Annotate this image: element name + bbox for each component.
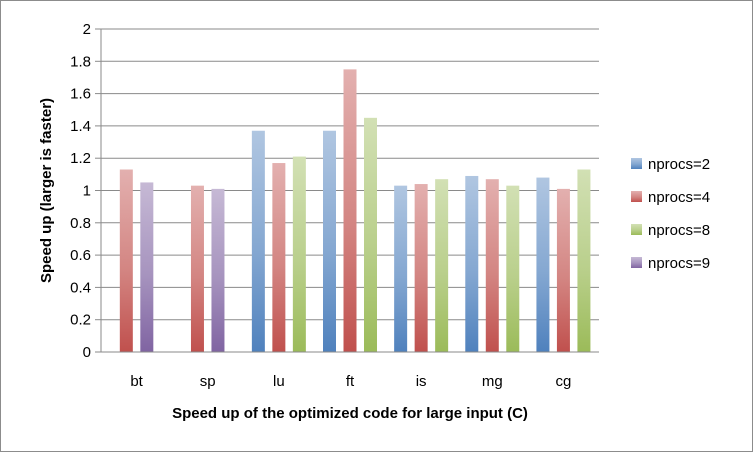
bar-ft-series-1: [343, 69, 357, 352]
legend-swatch: [631, 257, 642, 268]
x-tick-label: lu: [273, 373, 285, 390]
y-tick-label: 1.4: [70, 118, 91, 135]
bar-ft-series-2: [364, 117, 377, 352]
legend-label: nprocs=2: [648, 156, 710, 173]
bar-lu-series-2: [292, 156, 306, 352]
bar-mg-series-0: [465, 175, 479, 352]
bar-cg-series-1: [556, 188, 570, 352]
legend-swatch: [631, 191, 642, 202]
legend-label: nprocs=9: [648, 255, 710, 272]
bars: [119, 69, 591, 352]
y-tick-label: 1.6: [70, 86, 91, 103]
bar-lu-series-0: [251, 130, 265, 352]
bar-is-series-1: [414, 184, 428, 352]
legend-swatch: [631, 224, 642, 235]
y-tick-label: 0: [83, 344, 91, 361]
bar-cg-series-0: [536, 177, 550, 352]
x-axis-title: Speed up of the optimized code for large…: [172, 405, 528, 422]
legend: nprocs=2 nprocs=4 nprocs=8 nprocs=9: [631, 156, 710, 272]
x-tick-label: ft: [346, 373, 355, 390]
bar-sp-series-3: [211, 188, 225, 352]
bar-sp-series-1: [190, 185, 204, 352]
y-tick-label: 1.2: [70, 150, 91, 167]
y-tick-label: 1.8: [70, 53, 91, 70]
x-tick-label: is: [416, 373, 427, 390]
bar-mg-series-1: [485, 179, 499, 352]
y-tick-label: 0.4: [70, 279, 91, 296]
axes: 0 0.2 0.4 0.6 0.8 1 1.2 1.4 1.6 1.8 2 bt sp lu ft is mg c…: [70, 21, 599, 390]
bar-lu-series-1: [272, 163, 286, 352]
x-tick-label: mg: [482, 373, 503, 390]
bar-bt-series-1: [119, 169, 133, 352]
x-tick-label: bt: [130, 373, 143, 390]
bar-ft-series-0: [323, 130, 336, 352]
y-axis-title: Speed up (larger is faster): [38, 98, 55, 283]
legend-label: nprocs=4: [648, 189, 710, 206]
x-tick-label: sp: [200, 373, 216, 390]
y-tick-label: 0.8: [70, 215, 91, 232]
bar-is-series-0: [394, 185, 408, 352]
legend-swatch: [631, 158, 642, 169]
y-tick-label: 0.6: [70, 247, 91, 264]
legend-label: nprocs=8: [648, 222, 710, 239]
y-tick-label: 1: [83, 183, 91, 200]
bar-cg-series-2: [577, 169, 591, 352]
bar-is-series-2: [435, 179, 449, 352]
x-tick-label: cg: [556, 373, 572, 390]
y-tick-label: 2: [83, 21, 91, 38]
bar-mg-series-2: [506, 185, 520, 352]
y-tick-label: 0.2: [70, 312, 91, 329]
bar-bt-series-3: [140, 182, 154, 352]
